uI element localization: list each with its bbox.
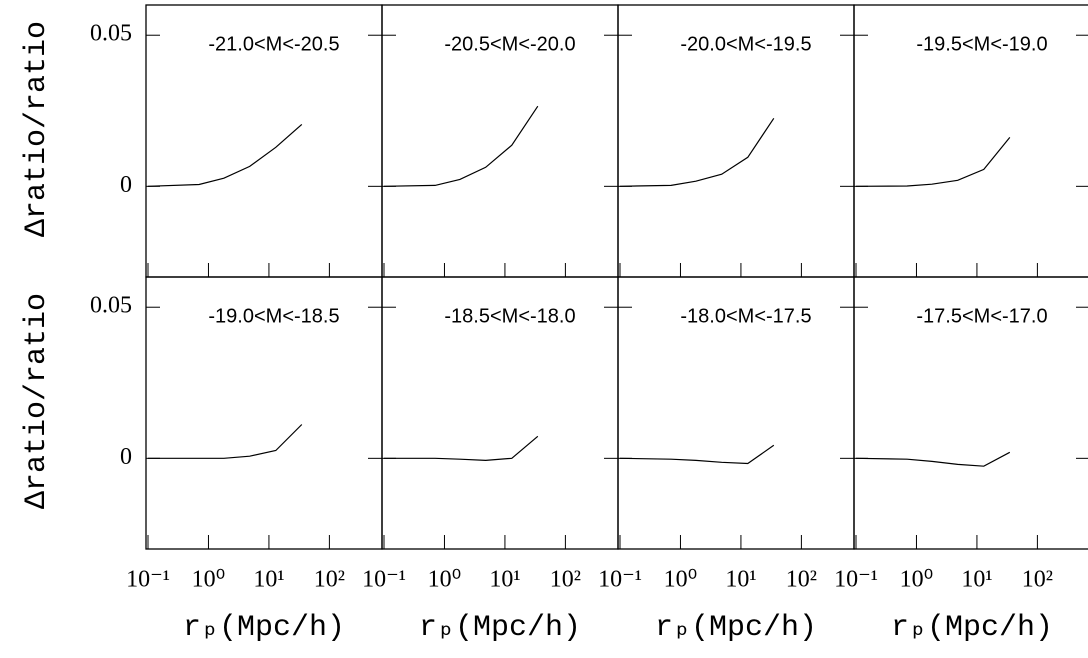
x-tick-label: 10⁻¹	[834, 567, 878, 593]
y-tick-label: 0	[120, 444, 132, 470]
x-axis-label: rₚ(Mpc/h)	[655, 611, 817, 645]
panel-title: -18.0<M<-17.5	[680, 305, 811, 327]
x-tick-label: 10⁻¹	[126, 567, 170, 593]
panel-title: -17.5<M<-17.0	[916, 305, 1047, 327]
y-tick-label: 0	[120, 172, 132, 198]
panel-frame	[853, 276, 1088, 550]
data-line	[855, 137, 1011, 187]
x-tick-label: 10¹	[961, 567, 992, 593]
panel-title: -20.0<M<-19.5	[680, 33, 811, 55]
x-tick-label: 10²	[1022, 567, 1053, 593]
x-tick-label: 10¹	[253, 567, 284, 593]
data-line	[384, 435, 539, 462]
x-tick-label: 10⁰	[664, 567, 698, 593]
x-tick-label: 10⁻¹	[598, 567, 642, 593]
x-tick-label: 10²	[550, 567, 581, 593]
data-line	[148, 424, 303, 459]
x-tick-label: 10⁰	[428, 567, 462, 593]
x-tick-label: 10⁰	[900, 567, 934, 593]
x-axis-label: rₚ(Mpc/h)	[419, 611, 581, 645]
data-line	[619, 444, 775, 465]
x-tick-label: 10²	[786, 567, 817, 593]
y-axis-label: Δratio/ratio	[20, 293, 54, 509]
data-line	[147, 123, 303, 187]
x-tick-label: 10⁻¹	[362, 567, 406, 593]
panel-title: -20.5<M<-20.0	[444, 33, 575, 55]
y-tick-label: 0.05	[90, 293, 132, 319]
x-axis-label: rₚ(Mpc/h)	[183, 611, 345, 645]
x-tick-label: 10²	[314, 567, 345, 593]
x-tick-label: 10⁰	[192, 567, 226, 593]
panel-title: -19.0<M<-18.5	[208, 305, 339, 327]
data-line	[383, 105, 539, 187]
x-axis-label: rₚ(Mpc/h)	[891, 611, 1053, 645]
panel-title: -21.0<M<-20.5	[208, 33, 339, 55]
panel-title: -18.5<M<-18.0	[444, 305, 575, 327]
data-line	[619, 117, 775, 187]
y-axis-label: Δratio/ratio	[20, 21, 54, 237]
data-line	[855, 451, 1011, 467]
x-tick-label: 10¹	[725, 567, 756, 593]
x-tick-label: 10¹	[489, 567, 520, 593]
y-tick-label: 0.05	[90, 21, 132, 47]
panel-title: -19.5<M<-19.0	[916, 33, 1047, 55]
